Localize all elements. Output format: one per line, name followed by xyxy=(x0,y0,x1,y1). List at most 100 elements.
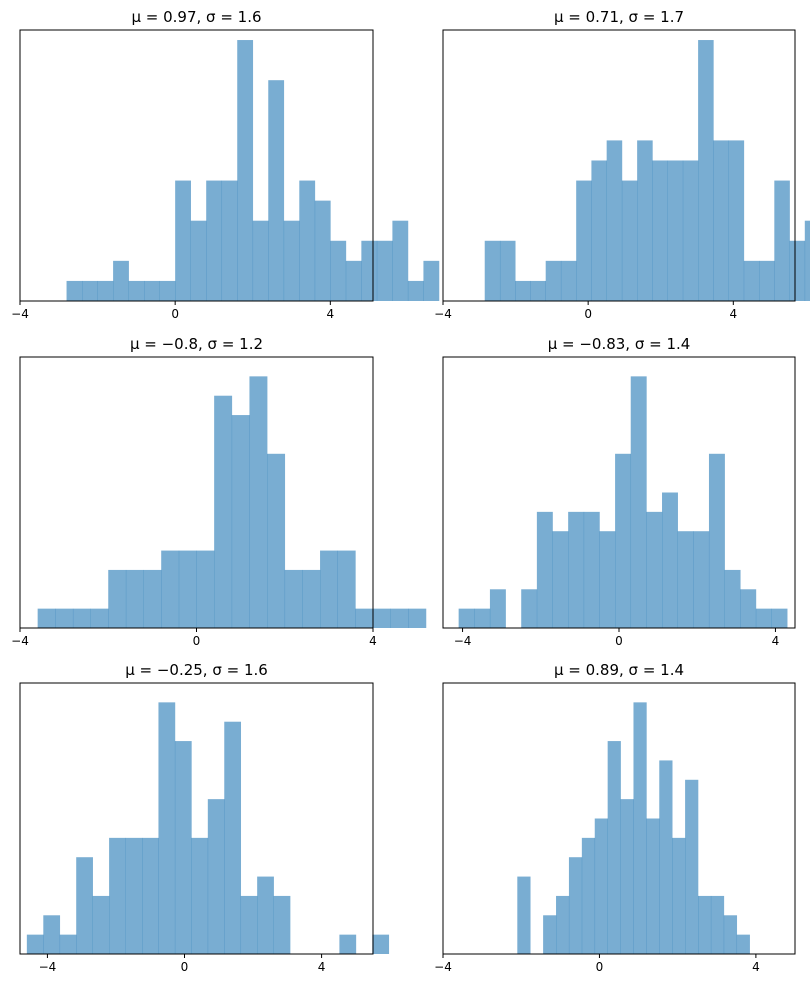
histogram-bar xyxy=(682,160,699,301)
histogram-bar xyxy=(109,837,126,954)
histogram-bar xyxy=(667,160,684,301)
histogram-bar xyxy=(637,140,653,301)
histogram-bar xyxy=(499,240,516,301)
histogram-bar xyxy=(591,160,607,301)
histogram-bar xyxy=(599,531,616,628)
histogram-bar xyxy=(568,511,585,628)
histogram-bar xyxy=(302,569,321,628)
histogram-bar xyxy=(515,280,531,301)
histogram-bar xyxy=(190,220,207,301)
histogram-bar xyxy=(231,415,250,628)
histogram-bar xyxy=(191,837,209,954)
histogram-bar xyxy=(556,895,570,954)
x-tick-label: −4 xyxy=(434,960,452,974)
histogram-bar xyxy=(273,895,291,954)
histogram-bar xyxy=(662,492,678,628)
axes-frame xyxy=(442,29,796,302)
histogram-bar xyxy=(521,589,538,628)
x-tick-label: −4 xyxy=(454,634,472,648)
histogram-bar xyxy=(59,934,77,954)
histogram-bar xyxy=(789,240,806,301)
x-tick-label: 0 xyxy=(171,307,179,321)
x-tick-label: 4 xyxy=(772,634,780,648)
histogram-bar xyxy=(392,220,409,301)
histogram-bar xyxy=(652,160,668,301)
histogram-bar xyxy=(407,280,424,301)
histogram-bar xyxy=(161,550,180,628)
histogram-bar xyxy=(361,240,378,301)
histogram-bar xyxy=(196,550,215,628)
x-tick-label: 0 xyxy=(181,960,189,974)
histogram-bar xyxy=(159,280,176,301)
histogram-bar xyxy=(621,180,638,301)
histogram-bar xyxy=(252,220,269,301)
histogram-bar xyxy=(299,180,316,301)
panel-title: μ = 0.71, σ = 1.7 xyxy=(554,8,684,26)
histogram-bar xyxy=(474,608,491,628)
histogram-bar xyxy=(646,511,663,628)
axes-frame xyxy=(19,29,374,302)
histogram-bar xyxy=(723,915,738,954)
histogram-bar xyxy=(92,895,110,954)
histogram-bar xyxy=(37,608,56,628)
histogram-bar xyxy=(249,376,268,628)
histogram-panel-5: μ = −0.25, σ = 1.6 −4 0 4 xyxy=(19,661,390,974)
histogram-bar xyxy=(536,511,553,628)
histogram-bar xyxy=(345,260,362,301)
histogram-bar xyxy=(517,876,531,954)
histogram-bar xyxy=(128,280,145,301)
histogram-bar xyxy=(774,180,790,301)
histogram-bar xyxy=(376,240,393,301)
histogram-bar xyxy=(175,180,191,301)
panel-title: μ = −0.83, σ = 1.4 xyxy=(548,335,691,353)
x-tick-label: −4 xyxy=(11,307,29,321)
histogram-panel-6: μ = 0.89, σ = 1.4 −4 0 4 xyxy=(434,661,796,974)
histogram-bar xyxy=(97,280,114,301)
axes-frame xyxy=(442,682,796,955)
histogram-bar xyxy=(240,895,258,954)
histogram-bar xyxy=(583,511,600,628)
histogram-bar xyxy=(82,280,98,301)
histogram-bar xyxy=(615,453,632,628)
histogram-bar xyxy=(314,200,331,301)
x-tick-label: 4 xyxy=(752,960,760,974)
histogram-bar xyxy=(804,220,810,301)
histogram-bar xyxy=(698,895,712,954)
histogram-bar xyxy=(320,550,338,628)
histogram-bar xyxy=(372,934,390,954)
histogram-bar xyxy=(158,702,176,954)
panel-title: μ = 0.97, σ = 1.6 xyxy=(131,8,261,26)
x-tick-label: 4 xyxy=(729,307,737,321)
histogram-bar xyxy=(330,240,347,301)
histogram-bar xyxy=(373,608,391,628)
histogram-bar xyxy=(178,550,197,628)
histogram-bar xyxy=(237,40,254,301)
x-tick-label: 0 xyxy=(596,960,604,974)
histogram-bar xyxy=(630,376,647,628)
histogram-bar xyxy=(633,702,647,954)
x-tick-label: 4 xyxy=(369,634,377,648)
histogram-bar xyxy=(408,608,427,628)
x-tick-label: 0 xyxy=(615,634,623,648)
histogram-bar xyxy=(125,569,144,628)
histogram-bar xyxy=(543,915,557,954)
panel-title: μ = −0.25, σ = 1.6 xyxy=(125,661,268,679)
histogram-bar xyxy=(113,260,129,301)
x-tick-label: 4 xyxy=(327,307,335,321)
histogram-bar xyxy=(284,569,303,628)
histogram-bar xyxy=(771,608,788,628)
histogram-bar xyxy=(66,280,83,301)
histogram-bar xyxy=(606,140,623,301)
histogram-bar xyxy=(355,608,374,628)
histogram-bar xyxy=(390,608,409,628)
histogram-bar xyxy=(55,608,74,628)
histogram-bar xyxy=(108,569,127,628)
histogram-bar xyxy=(43,915,61,954)
histogram-bar xyxy=(594,818,608,954)
histogram-bar xyxy=(214,395,233,628)
x-tick-label: −4 xyxy=(11,634,29,648)
histogram-panel-2: μ = 0.71, σ = 1.7 −4 0 4 xyxy=(434,8,810,321)
histogram-bar xyxy=(144,280,160,301)
histogram-bar xyxy=(743,260,760,301)
